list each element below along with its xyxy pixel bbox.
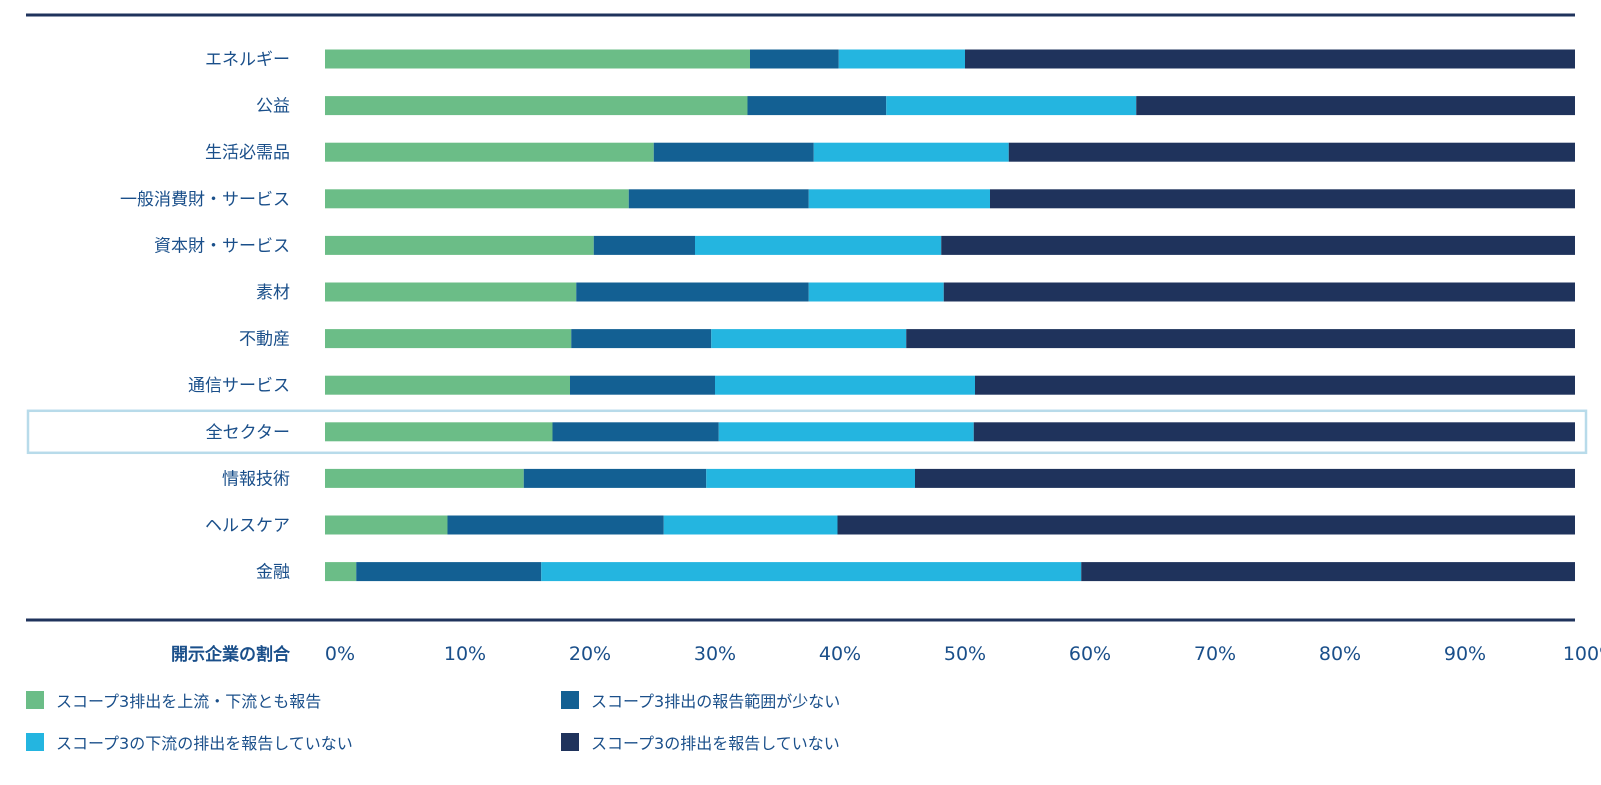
highlight-box <box>26 409 1588 455</box>
legend-swatch <box>561 733 579 751</box>
bar-segment <box>943 282 1575 302</box>
legend-swatch <box>561 691 579 709</box>
bar-segment <box>747 96 887 116</box>
x-tick-label: 90% <box>1444 643 1486 665</box>
bar-segment <box>1008 142 1575 162</box>
category-label: 資本財・サービス <box>154 236 290 256</box>
bar-segment <box>808 189 990 209</box>
x-tick-label: 80% <box>1319 643 1361 665</box>
category-label: エネルギー <box>205 50 290 70</box>
legend-label: スコープ3排出の報告範囲が少ない <box>591 692 841 711</box>
bar-segment <box>552 422 719 442</box>
bar-segment <box>447 515 664 535</box>
x-tick-label: 0% <box>325 643 355 665</box>
bar-segment <box>571 329 712 349</box>
legend-item: スコープ3排出の報告範囲が少ない <box>561 688 840 712</box>
legend-label: スコープ3排出を上流・下流とも報告 <box>56 692 322 711</box>
legend-label: スコープ3の排出を報告していない <box>591 734 840 753</box>
bar-segment <box>325 468 524 488</box>
category-label: 情報技術 <box>222 469 290 489</box>
bar-segment <box>325 235 594 255</box>
x-tick-label: 40% <box>819 643 861 665</box>
bar-segment <box>325 562 357 582</box>
bar-segment <box>325 189 629 209</box>
bar-segment <box>325 142 654 162</box>
category-label: 公益 <box>256 97 290 117</box>
bar-segment <box>653 142 814 162</box>
bar-segment <box>325 282 577 302</box>
x-tick-label: 60% <box>1069 643 1111 665</box>
bar-segment <box>813 142 1009 162</box>
x-tick-label: 30% <box>694 643 736 665</box>
bar-segment <box>915 468 1575 488</box>
legend-label: スコープ3の下流の排出を報告していない <box>56 734 353 753</box>
x-tick-label: 10% <box>444 643 486 665</box>
category-label: 一般消費財・サービス <box>120 190 290 210</box>
bar-segment <box>837 515 1575 535</box>
category-label: 不動産 <box>239 330 290 350</box>
bar-segment <box>570 375 715 395</box>
bar-segment <box>706 468 915 488</box>
bar-segment <box>965 49 1575 69</box>
category-label: 全セクター <box>206 423 290 443</box>
bar-segment <box>628 189 809 209</box>
bar-segment <box>695 235 942 255</box>
bar-segment <box>975 375 1575 395</box>
bar-segment <box>541 562 1082 582</box>
category-label: 生活必需品 <box>205 143 290 163</box>
bar-segment <box>711 329 907 349</box>
x-tick-label: 70% <box>1194 643 1236 665</box>
category-label: 素材 <box>256 283 290 303</box>
x-axis-title: 開示企業の割合 <box>171 644 291 665</box>
bar-segment <box>1081 562 1575 582</box>
bar-segment <box>325 96 748 116</box>
bar-segment <box>523 468 707 488</box>
bar-segment <box>356 562 542 582</box>
legend-swatch <box>26 691 44 709</box>
bar-segment <box>325 375 570 395</box>
legend: スコープ3排出を上流・下流とも報告 スコープ3排出の報告範囲が少ない スコープ3… <box>26 688 1226 778</box>
bar-segment <box>808 282 944 302</box>
bar-segment <box>325 515 448 535</box>
bar-segment <box>750 49 839 69</box>
bar-segment <box>663 515 838 535</box>
category-label: ヘルスケア <box>205 516 290 536</box>
legend-item: スコープ3の排出を報告していない <box>561 730 840 754</box>
bar-segment <box>325 329 572 349</box>
bar-segment <box>715 375 975 395</box>
legend-item: スコープ3排出を上流・下流とも報告 <box>26 688 321 712</box>
x-tick-label: 20% <box>569 643 611 665</box>
bar-segment <box>906 329 1575 349</box>
legend-item: スコープ3の下流の排出を報告していない <box>26 730 353 754</box>
bar-segment <box>576 282 809 302</box>
x-tick-label: 100% <box>1563 643 1601 665</box>
category-label: 金融 <box>256 563 290 583</box>
bar-segment <box>973 422 1575 442</box>
category-label: 通信サービス <box>188 376 290 396</box>
bar-segment <box>886 96 1137 116</box>
bar-segment <box>325 49 750 69</box>
bar-segment <box>325 422 553 442</box>
bar-segment <box>718 422 974 442</box>
legend-swatch <box>26 733 44 751</box>
x-tick-label: 50% <box>944 643 986 665</box>
bar-segment <box>593 235 695 255</box>
bar-segment <box>838 49 965 69</box>
bar-segment <box>941 235 1575 255</box>
bar-segment <box>990 189 1575 209</box>
bar-segment <box>1136 96 1575 116</box>
